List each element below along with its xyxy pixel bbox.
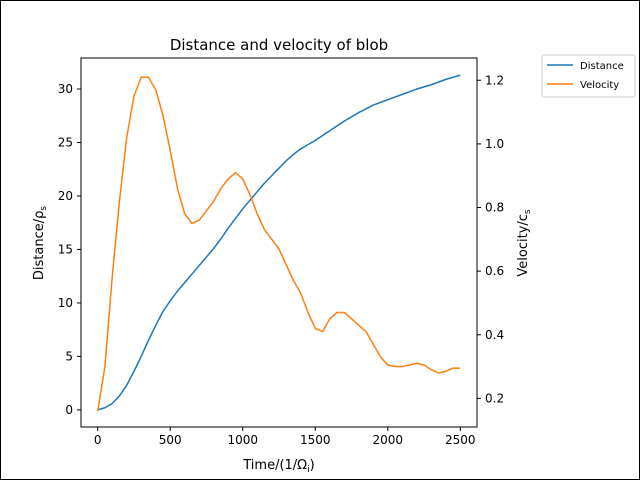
axes-box <box>80 57 478 428</box>
y-left-tick-label: 0 <box>65 403 73 417</box>
y-left-tick-label: 20 <box>58 189 73 203</box>
series-line-velocity <box>96 76 461 412</box>
y-left-tick-label: 5 <box>65 349 73 363</box>
y-left-tick-label: 25 <box>58 135 73 149</box>
series-line-distance <box>97 74 461 411</box>
y-left-tick-label: 10 <box>58 296 73 310</box>
legend-label-distance: Distance <box>580 61 624 72</box>
y-right-tick-label: 0.6 <box>485 264 504 278</box>
y-right-tick-label: 0.8 <box>485 201 504 215</box>
x-tick-label: 2000 <box>373 433 404 447</box>
y-right-tick-label: 1.0 <box>485 137 504 151</box>
y-right-tick-label: 0.4 <box>485 328 504 342</box>
y-right-tick-label: 0.2 <box>485 391 504 405</box>
y-axis-right-label: Velocity/cs <box>516 209 533 277</box>
y-left-tick-label: 15 <box>58 242 73 256</box>
x-tick-label: 0 <box>94 433 102 447</box>
x-tick-label: 2500 <box>445 433 476 447</box>
chart-title: Distance and velocity of blob <box>170 36 388 54</box>
x-tick-label: 500 <box>159 433 182 447</box>
ticks: 0 500 1000 1500 2000 2500 0 5 10 15 20 25 30 0.2 0.4 0.… <box>58 73 504 447</box>
legend-label-velocity: Velocity <box>580 80 619 91</box>
legend: Distance Velocity <box>541 54 636 98</box>
x-tick-label: 1000 <box>227 433 258 447</box>
x-axis-label: Time/(1/Ωi) <box>242 458 314 475</box>
y-right-tick-label: 1.2 <box>485 73 504 87</box>
plot-lines <box>96 74 461 412</box>
y-left-tick-label: 30 <box>58 82 73 96</box>
x-tick-label: 1500 <box>300 433 331 447</box>
y-axis-left-label: Distance/ρs <box>32 206 49 280</box>
